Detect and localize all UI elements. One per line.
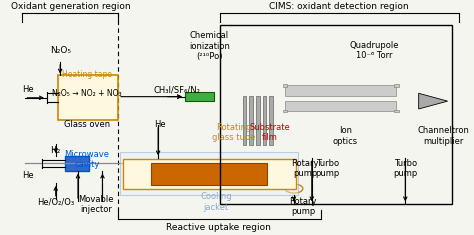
Bar bbox=[283, 84, 287, 86]
Text: Oxidant generation region: Oxidant generation region bbox=[10, 3, 130, 12]
Text: He/O₂/O₃: He/O₂/O₃ bbox=[37, 198, 74, 207]
Text: Substrate
film: Substrate film bbox=[249, 123, 290, 142]
Bar bbox=[285, 101, 396, 111]
Bar bbox=[394, 110, 399, 112]
Bar bbox=[256, 96, 260, 145]
Text: N₂O₅ → NO₂ + NO₃: N₂O₅ → NO₂ + NO₃ bbox=[52, 89, 122, 98]
Text: Quadrupole
10⁻⁶ Torr: Quadrupole 10⁻⁶ Torr bbox=[349, 41, 399, 60]
Bar bbox=[249, 96, 253, 145]
Bar bbox=[185, 92, 214, 101]
Text: H₂: H₂ bbox=[51, 146, 61, 155]
Text: Microwave
cavity: Microwave cavity bbox=[64, 150, 109, 169]
Bar bbox=[120, 152, 299, 195]
Bar bbox=[64, 156, 89, 171]
Text: Heating tape: Heating tape bbox=[62, 70, 112, 79]
Text: N₂O₅: N₂O₅ bbox=[50, 46, 71, 55]
Text: He: He bbox=[154, 120, 165, 129]
Bar bbox=[152, 163, 267, 185]
Bar bbox=[243, 96, 246, 145]
Bar bbox=[122, 159, 296, 188]
Bar bbox=[58, 75, 118, 120]
Text: Cooling
jacket: Cooling jacket bbox=[200, 192, 232, 212]
Bar bbox=[283, 110, 287, 112]
Text: Rotary
pump: Rotary pump bbox=[289, 197, 317, 216]
Text: Rotary
pump: Rotary pump bbox=[292, 159, 319, 178]
Bar bbox=[270, 96, 273, 145]
Text: He: He bbox=[22, 171, 34, 180]
Text: CH₃I/SF₆/N₂: CH₃I/SF₆/N₂ bbox=[154, 86, 201, 94]
Text: He: He bbox=[22, 86, 34, 94]
Bar bbox=[220, 25, 452, 204]
Polygon shape bbox=[419, 93, 447, 109]
Text: Glass oven: Glass oven bbox=[64, 120, 110, 129]
Text: CIMS: oxidant detection region: CIMS: oxidant detection region bbox=[269, 3, 408, 12]
Bar bbox=[394, 84, 399, 86]
Text: Rotating
glass tube: Rotating glass tube bbox=[212, 123, 255, 142]
Bar bbox=[285, 86, 396, 96]
Text: Reactive uptake region: Reactive uptake region bbox=[166, 223, 271, 232]
Text: Channeltron
multiplier: Channeltron multiplier bbox=[417, 126, 469, 146]
Text: Movable
injector: Movable injector bbox=[78, 195, 114, 214]
Text: Turbo
pump: Turbo pump bbox=[393, 159, 418, 178]
Text: Ion
optics: Ion optics bbox=[333, 126, 358, 146]
Text: Turbo
pump: Turbo pump bbox=[315, 159, 339, 178]
Bar bbox=[263, 96, 266, 145]
Text: Chemical
ionization
(²¹⁰Po): Chemical ionization (²¹⁰Po) bbox=[189, 31, 230, 61]
